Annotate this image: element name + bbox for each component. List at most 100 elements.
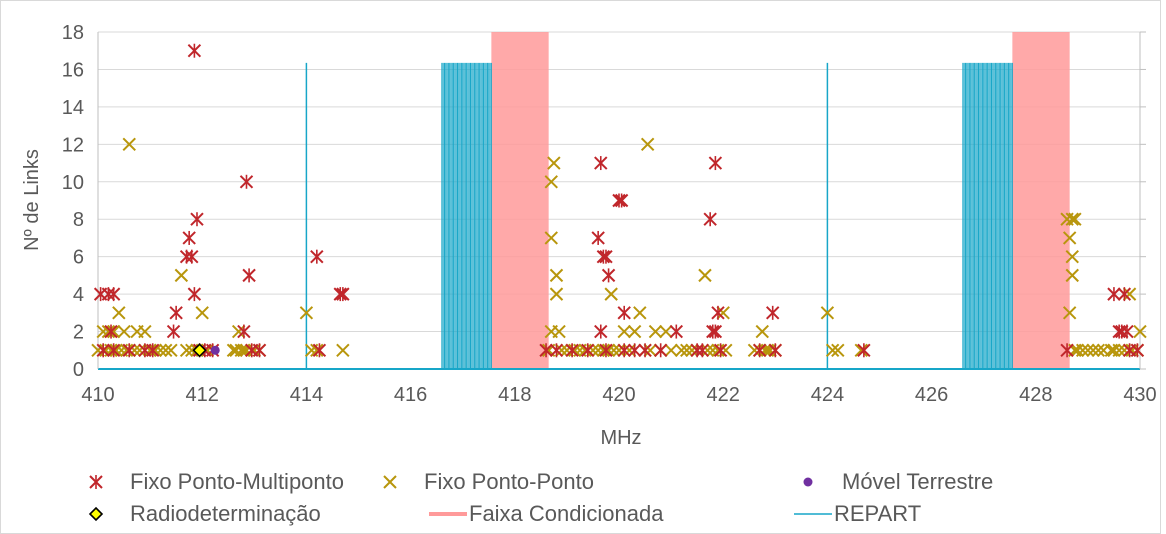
fixo_pmp-point-21 [239, 174, 254, 189]
fixo_pp-point-15 [138, 324, 152, 339]
fixo_pmp-point-13 [185, 249, 199, 264]
fixo_pmp-point-34 [594, 324, 608, 339]
fixo_pmp-point-10 [166, 324, 181, 339]
legend-marker-fixo-pmp [89, 475, 103, 489]
fixo_pmp-point-41 [614, 193, 629, 208]
fixo_pmp-point-15 [187, 287, 202, 302]
fixo_pp-point-87 [820, 306, 835, 320]
fixo_pp-point-37 [310, 343, 324, 357]
repart-lines [98, 62, 1140, 370]
fixo_pp-point-16 [143, 343, 157, 357]
fixo_pp-point-110 [1125, 343, 1139, 357]
fixo_pp-point-46 [552, 324, 566, 339]
fixo_pp-point-96 [1065, 268, 1079, 283]
x-tick-label-412: 412 [186, 384, 219, 406]
fixo_pmp-point-32 [581, 343, 595, 358]
fixo_pp-point-93 [1062, 306, 1077, 320]
fixo_pp-point-58 [612, 343, 626, 357]
fixo_pp-point-71 [680, 343, 694, 357]
fixo_pp-point-99 [1070, 343, 1085, 357]
y-tick-label-4: 4 [73, 284, 84, 306]
fixo_pp-point-25 [195, 306, 209, 320]
fixo_pmp-point-56 [752, 343, 767, 358]
fixo_pmp-point-57 [765, 305, 780, 320]
faixa-band-1 [491, 32, 549, 369]
fixo_pp-point-89 [831, 343, 845, 357]
fixo_pmp-point-3 [104, 324, 118, 339]
fixo_pp-point-75 [700, 343, 715, 357]
legend-marker-movel [803, 477, 813, 487]
faixa-band-2 [1012, 32, 1070, 369]
fixo_pp-point-85 [763, 343, 777, 357]
fixo_pp-point-60 [622, 343, 637, 357]
fixo_pmp-point-53 [711, 305, 725, 320]
y-tick-label-14: 14 [62, 97, 84, 119]
data-points [91, 43, 1147, 358]
fixo_pp-point-47 [554, 343, 569, 357]
fixo_pmp-point-59 [857, 343, 871, 358]
fixo_pp-point-80 [747, 343, 762, 357]
fixo_pp-point-30 [234, 343, 248, 357]
fixo_pp-point-103 [1091, 343, 1106, 357]
fixo_pp-point-106 [1107, 343, 1121, 357]
x-tick-label-426: 426 [915, 384, 948, 406]
fixo_pmp-point-36 [596, 249, 611, 264]
legend: Fixo Ponto-Multiponto Fixo Ponto-Ponto Móv… [88, 469, 993, 526]
fixo_pp-point-90 [854, 343, 868, 357]
fixo_pmp-point-6 [122, 343, 136, 358]
fixo_pp-point-66 [648, 324, 663, 339]
fixo_pp-point-19 [159, 343, 173, 357]
fixo_pmp-point-51 [706, 324, 720, 339]
fixo_pp-point-6 [109, 343, 123, 357]
legend-label-fixo_pp: Fixo Ponto-Ponto [424, 469, 594, 494]
fixo_pmp-point-61 [1107, 287, 1121, 302]
x-axis-label: MHz [600, 427, 641, 449]
faixa-bands [491, 32, 1070, 369]
fixo_pmp-point-52 [708, 156, 723, 171]
fixo_pmp-point-14 [187, 43, 202, 58]
y-tick-label-8: 8 [73, 209, 84, 231]
fixo_pp-point-20 [164, 343, 178, 357]
legend-item-radio: Radiodeterminação [88, 501, 321, 526]
fixo_pp-point-92 [1062, 231, 1077, 245]
fixo_pp-point-102 [1086, 343, 1100, 357]
fixo_pp-point-49 [568, 343, 582, 357]
fixo_pp-point-45 [549, 268, 564, 283]
fixo_pp-point-55 [601, 343, 616, 357]
fixo_pp-point-107 [1112, 343, 1126, 357]
fixo_pmp-point-58 [768, 343, 783, 358]
fixo_pp-point-14 [132, 343, 147, 357]
fixo_pmp-point-24 [252, 343, 267, 358]
fixo_pp-point-7 [112, 306, 126, 320]
fixo_pp-point-59 [617, 324, 631, 339]
fixo_pp-point-94 [1065, 212, 1079, 226]
fixo_pp-point-65 [643, 343, 657, 357]
fixo_pp-point-52 [586, 343, 600, 357]
fixo_pmp-point-30 [549, 343, 564, 358]
y-tick-label-2: 2 [73, 322, 84, 344]
fixo_pmp-point-5 [106, 343, 121, 358]
legend-item-faixa: Faixa Condicionada [429, 501, 664, 526]
y-tick-label-0: 0 [73, 359, 84, 381]
fixo_pp-point-35 [299, 306, 314, 320]
fixo_pp-point-29 [231, 324, 246, 339]
fixo_pmp-point-46 [653, 343, 668, 358]
fixo_pp-point-100 [1075, 343, 1090, 357]
fixo_pp-point-44 [549, 287, 564, 301]
y-tick-label-12: 12 [62, 134, 84, 156]
fixo_pp-point-42 [547, 156, 561, 170]
fixo_pp-point-21 [174, 268, 189, 283]
fixo_pmp-point-54 [708, 324, 723, 339]
fixo_pp-point-62 [633, 306, 647, 320]
fixo_pp-point-83 [758, 343, 772, 357]
fixo_pmp-point-12 [182, 230, 196, 245]
legend-label-faixa: Faixa Condicionada [469, 501, 664, 526]
fixo_pp-point-101 [1081, 343, 1095, 357]
fixo_pp-point-3 [101, 324, 116, 339]
fixo_pp-point-11 [122, 137, 136, 152]
x-tick-label-422: 422 [707, 384, 740, 406]
y-tick-label-16: 16 [62, 59, 84, 81]
legend-label-movel: Móvel Terrestre [842, 469, 993, 494]
fixo_pmp-point-44 [627, 343, 642, 358]
x-tick-label-416: 416 [394, 384, 427, 406]
